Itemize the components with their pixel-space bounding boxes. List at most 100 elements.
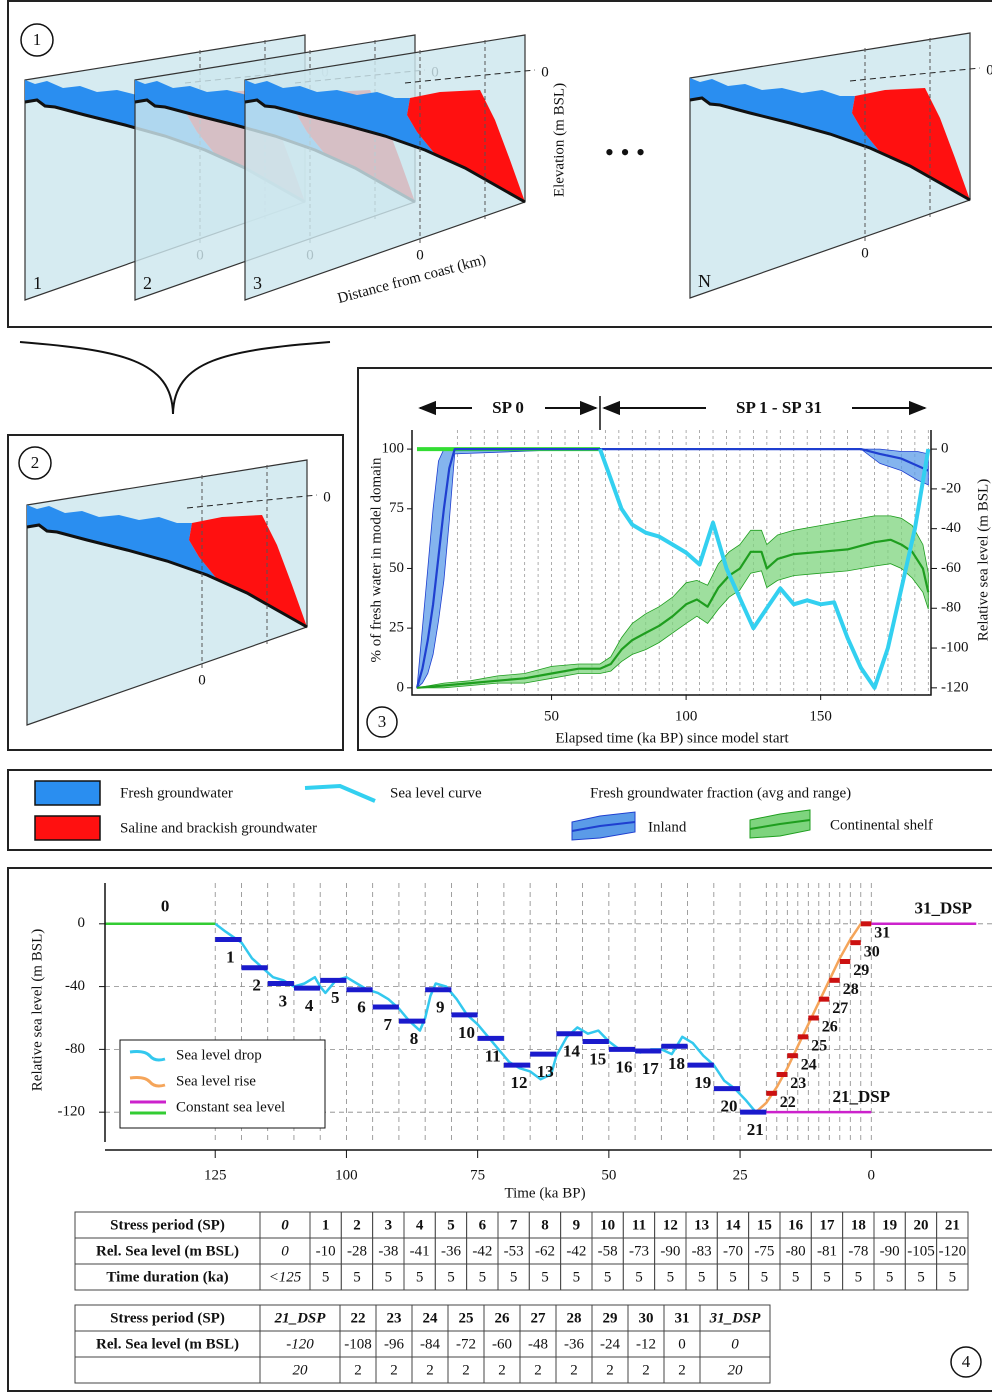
table-cell [309,1263,342,1291]
table-cell [259,1237,311,1265]
sp-label: 7 [384,1015,393,1034]
sea-floor [244,98,526,204]
y2-tick-label: -80 [941,600,961,616]
x-tick-label: 75 [470,1167,485,1183]
table-cell [842,1237,875,1265]
table-value: 5 [447,1269,455,1285]
sp-label: 0 [161,897,170,916]
table-cell [685,1211,718,1239]
sp-label: 28 [843,981,859,998]
table-cell [403,1237,436,1265]
x-tick-label: 25 [733,1167,748,1183]
slice: 0 0 N [689,32,992,299]
table-value: -120 [939,1243,967,1259]
table-value: -83 [692,1243,712,1259]
y2-tick-label: -120 [941,679,969,695]
table-cell [842,1263,875,1291]
table-cell [497,1263,530,1291]
table-cell [685,1237,718,1265]
x-tick-label: 100 [675,708,698,724]
table-value: 5 [385,1269,393,1285]
table-value: 5 [698,1269,706,1285]
sp-label: 20 [720,1097,737,1116]
legend-line [304,783,376,803]
table-value: 15 [757,1217,772,1233]
table-value: -84 [420,1336,440,1352]
sp-label: 24 [801,1056,817,1073]
sp-label: 8 [410,1029,419,1048]
table-cell [434,1263,468,1291]
table-value: 11 [632,1217,646,1233]
saline-groundwater [852,88,970,200]
table-value: 2 [606,1362,614,1378]
table-value: 5 [322,1269,330,1285]
slice-label: 3 [253,273,262,293]
table-value: 0 [678,1336,686,1352]
table-cell [779,1237,812,1265]
table-cell [411,1356,449,1384]
row-header: Time duration (ka) [106,1269,228,1285]
table-cell [904,1237,938,1265]
table-cell [74,1330,261,1358]
table-value: 5 [635,1269,643,1285]
table-value: 2 [534,1362,542,1378]
sp-label: 18 [668,1054,685,1073]
table-value: 20 [914,1217,929,1233]
sea-level-datum [186,494,318,509]
table-cell [259,1263,311,1291]
sp-label: 30 [864,943,880,960]
table-cell [483,1356,521,1384]
sp-label: 25 [811,1038,827,1055]
panel-badge [366,706,398,738]
table-value: 0 [281,1243,289,1259]
table-cell [663,1304,701,1332]
legend-line [571,821,636,832]
table-cell [555,1304,593,1332]
table-cell [74,1211,261,1239]
table-cell [259,1304,341,1332]
table-value: 5 [886,1269,894,1285]
x-tick-label: 125 [204,1167,227,1183]
sp-label: 12 [511,1073,528,1092]
table-value: -81 [817,1243,837,1259]
table-cell [904,1211,938,1239]
legend-box [7,769,992,851]
sp-label: 10 [458,1023,475,1042]
table-cell [699,1330,771,1358]
legend-label: Constant sea level [176,1099,285,1115]
sp-label: 16 [615,1057,632,1076]
table-value: 8 [541,1217,549,1233]
table-value: 5 [416,1269,424,1285]
table-value: 4 [416,1217,424,1233]
slice-label: 2 [143,273,152,293]
legend-swatch [34,780,101,806]
legend-label: Inland [648,819,687,835]
x-tick-label: 150 [809,708,832,724]
table-cell [654,1237,687,1265]
fraction-line [415,448,929,689]
table-cell [403,1263,436,1291]
table-value: 20 [728,1362,744,1378]
table-cell [699,1304,771,1332]
table-cell [497,1211,530,1239]
table-cell [403,1211,436,1239]
sp-label: 2 [252,976,261,995]
sp-label: 9 [436,998,445,1017]
table-value: -70 [723,1243,743,1259]
table-value: -42 [472,1243,492,1259]
table-value: -78 [848,1243,868,1259]
table-value: -36 [441,1243,461,1259]
panel-number: 2 [31,453,40,472]
table-value: 7 [510,1217,518,1233]
zero-label: 0 [323,489,331,505]
table-value: 2 [353,1217,361,1233]
saline-groundwater [407,90,525,202]
zero-label: 0 [861,245,869,261]
y2-tick-label: 0 [941,441,949,457]
table-value: 20 [293,1362,309,1378]
table-value: 2 [426,1362,434,1378]
table-cell [654,1211,687,1239]
table-cell [654,1263,687,1291]
table-value: 5 [792,1269,800,1285]
